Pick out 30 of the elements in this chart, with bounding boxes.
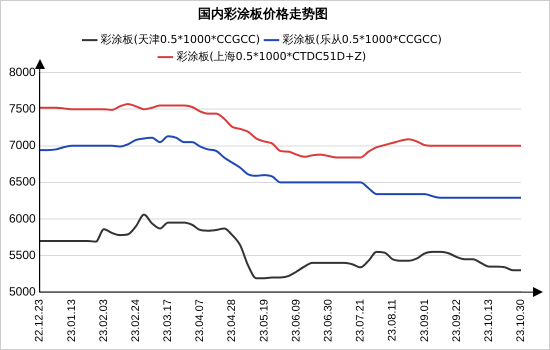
line-series: [38, 103, 522, 159]
x-tick-label: 23.04.28: [226, 299, 238, 342]
x-tick-label: 23.04.07: [194, 299, 206, 342]
x-tick-label: 23.06.09: [290, 299, 302, 342]
x-tick-label: 23.05.19: [258, 299, 270, 342]
x-tick-label: 23.06.30: [322, 299, 335, 342]
x-tick-label: 23.03.17: [162, 299, 174, 342]
x-tick-label: 23.10.30: [515, 299, 528, 342]
x-tick-label: 23.02.24: [130, 299, 142, 342]
y-tick-label: 8000: [8, 64, 36, 79]
y-tick-label: 6000: [8, 211, 36, 226]
x-tick-label: 23.02.03: [98, 299, 110, 342]
y-tick-label: 5500: [8, 248, 36, 262]
x-tick-label: 23.08.11: [386, 299, 399, 342]
y-tick-label: 7500: [8, 102, 36, 116]
x-tick-label: 23.09.22: [450, 299, 463, 342]
x-tick-label: 23.07.21: [354, 299, 367, 342]
chart-title: 国内彩涂板价格走势图: [198, 6, 328, 22]
line-series: [38, 214, 522, 280]
legend-label: 彩涂板(上海0.5*1000*CTDC51D+Z): [176, 50, 366, 63]
x-tick-label: 23.01.13: [66, 299, 78, 342]
y-tick-label: 6500: [8, 174, 36, 189]
y-tick-label: 7000: [8, 138, 36, 152]
x-tick-label: 23.10.13: [482, 299, 495, 342]
legend-label: 彩涂板(天津0.5*1000*CCGCC): [100, 32, 260, 46]
line-series: [38, 135, 522, 199]
legend-label: 彩涂板(乐从0.5*1000*CCGCC): [282, 32, 442, 46]
x-tick-label: 23.09.01: [418, 299, 431, 342]
x-tick-label: 22.12.23: [34, 299, 46, 342]
y-tick-label: 5000: [8, 284, 36, 298]
